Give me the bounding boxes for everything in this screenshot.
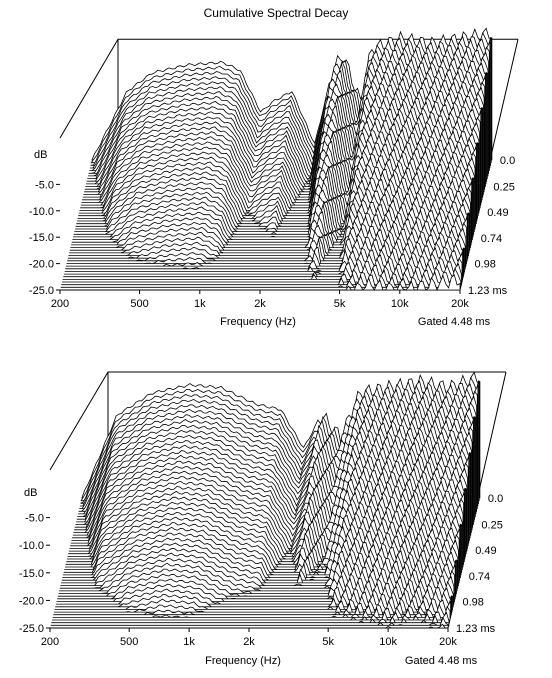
x-axis-label: Frequency (Hz)	[220, 316, 296, 328]
y-axis-label: dB	[34, 149, 47, 161]
y-tick-label: -15.0	[29, 232, 54, 244]
y-tick-label: -25.0	[19, 623, 44, 635]
y-tick-label: -5.0	[25, 513, 44, 525]
y-tick-label: -10.0	[29, 206, 54, 218]
x-tick-label: 1k	[194, 298, 206, 310]
time-tick-label: 0.0	[500, 155, 515, 167]
time-tick-label: 0.49	[475, 545, 496, 557]
x-axis-label: Frequency (Hz)	[205, 655, 281, 667]
y-axis-label: dB	[24, 487, 37, 499]
waterfall-chart-top: -25.0 -20.0 -15.0 -10.0 -5.0 200 500 1k 2k 5k 10k 2…	[29, 27, 519, 328]
gated-annotation: Gated 4.48 ms	[405, 655, 478, 667]
x-tick-label: 200	[41, 636, 59, 648]
x-tick-label: 5k	[334, 298, 346, 310]
decay-slice	[51, 611, 450, 624]
x-tick-label: 500	[120, 636, 138, 648]
time-tick-label: 0.25	[481, 519, 502, 531]
time-tick-label: 0.74	[481, 233, 502, 245]
decay-slice	[53, 595, 452, 616]
x-tick-label: 2k	[243, 636, 255, 648]
x-tick-label: 20k	[451, 298, 469, 310]
time-tick-label: 0.0	[488, 493, 503, 505]
y-tick-label: -25.0	[29, 285, 54, 297]
back-wall	[49, 371, 506, 471]
y-tick-label: -20.0	[29, 259, 54, 271]
time-tick-label: 0.49	[487, 207, 508, 219]
decay-slice	[52, 600, 451, 619]
decay-slice	[60, 274, 461, 292]
gated-annotation: Gated 4.48 ms	[418, 316, 491, 328]
x-tick-label: 10k	[379, 636, 397, 648]
x-tick-label: 20k	[439, 636, 457, 648]
time-tick-label: 0.98	[474, 259, 495, 271]
x-tick-label: 200	[51, 298, 69, 310]
time-tick-label: 0.74	[469, 571, 490, 583]
decay-slice	[50, 623, 448, 629]
decay-slice	[50, 616, 450, 626]
decay-slice	[52, 605, 451, 621]
time-tick-label: 0.25	[493, 181, 514, 193]
x-tick-label: 1k	[183, 636, 195, 648]
chart-title: Cumulative Spectral Decay	[203, 6, 349, 20]
x-tick-label: 2k	[254, 298, 266, 310]
y-tick-label: -20.0	[19, 595, 44, 607]
y-tick-label: -10.0	[19, 540, 44, 552]
time-tick-label: 0.98	[462, 597, 483, 609]
time-tick-label: 1.23 ms	[468, 285, 508, 297]
y-tick-label: -5.0	[35, 179, 54, 191]
x-tick-label: 500	[130, 298, 148, 310]
time-tick-label: 1.23 ms	[456, 623, 496, 635]
x-tick-label: 5k	[322, 636, 334, 648]
x-tick-label: 10k	[391, 298, 409, 310]
waterfall-chart-bottom: -25.0 -20.0 -15.0 -10.0 -5.0 200 500 1k 2k 5k 10k 2…	[19, 371, 507, 667]
y-tick-label: -15.0	[19, 568, 44, 580]
decay-slice	[54, 587, 453, 611]
